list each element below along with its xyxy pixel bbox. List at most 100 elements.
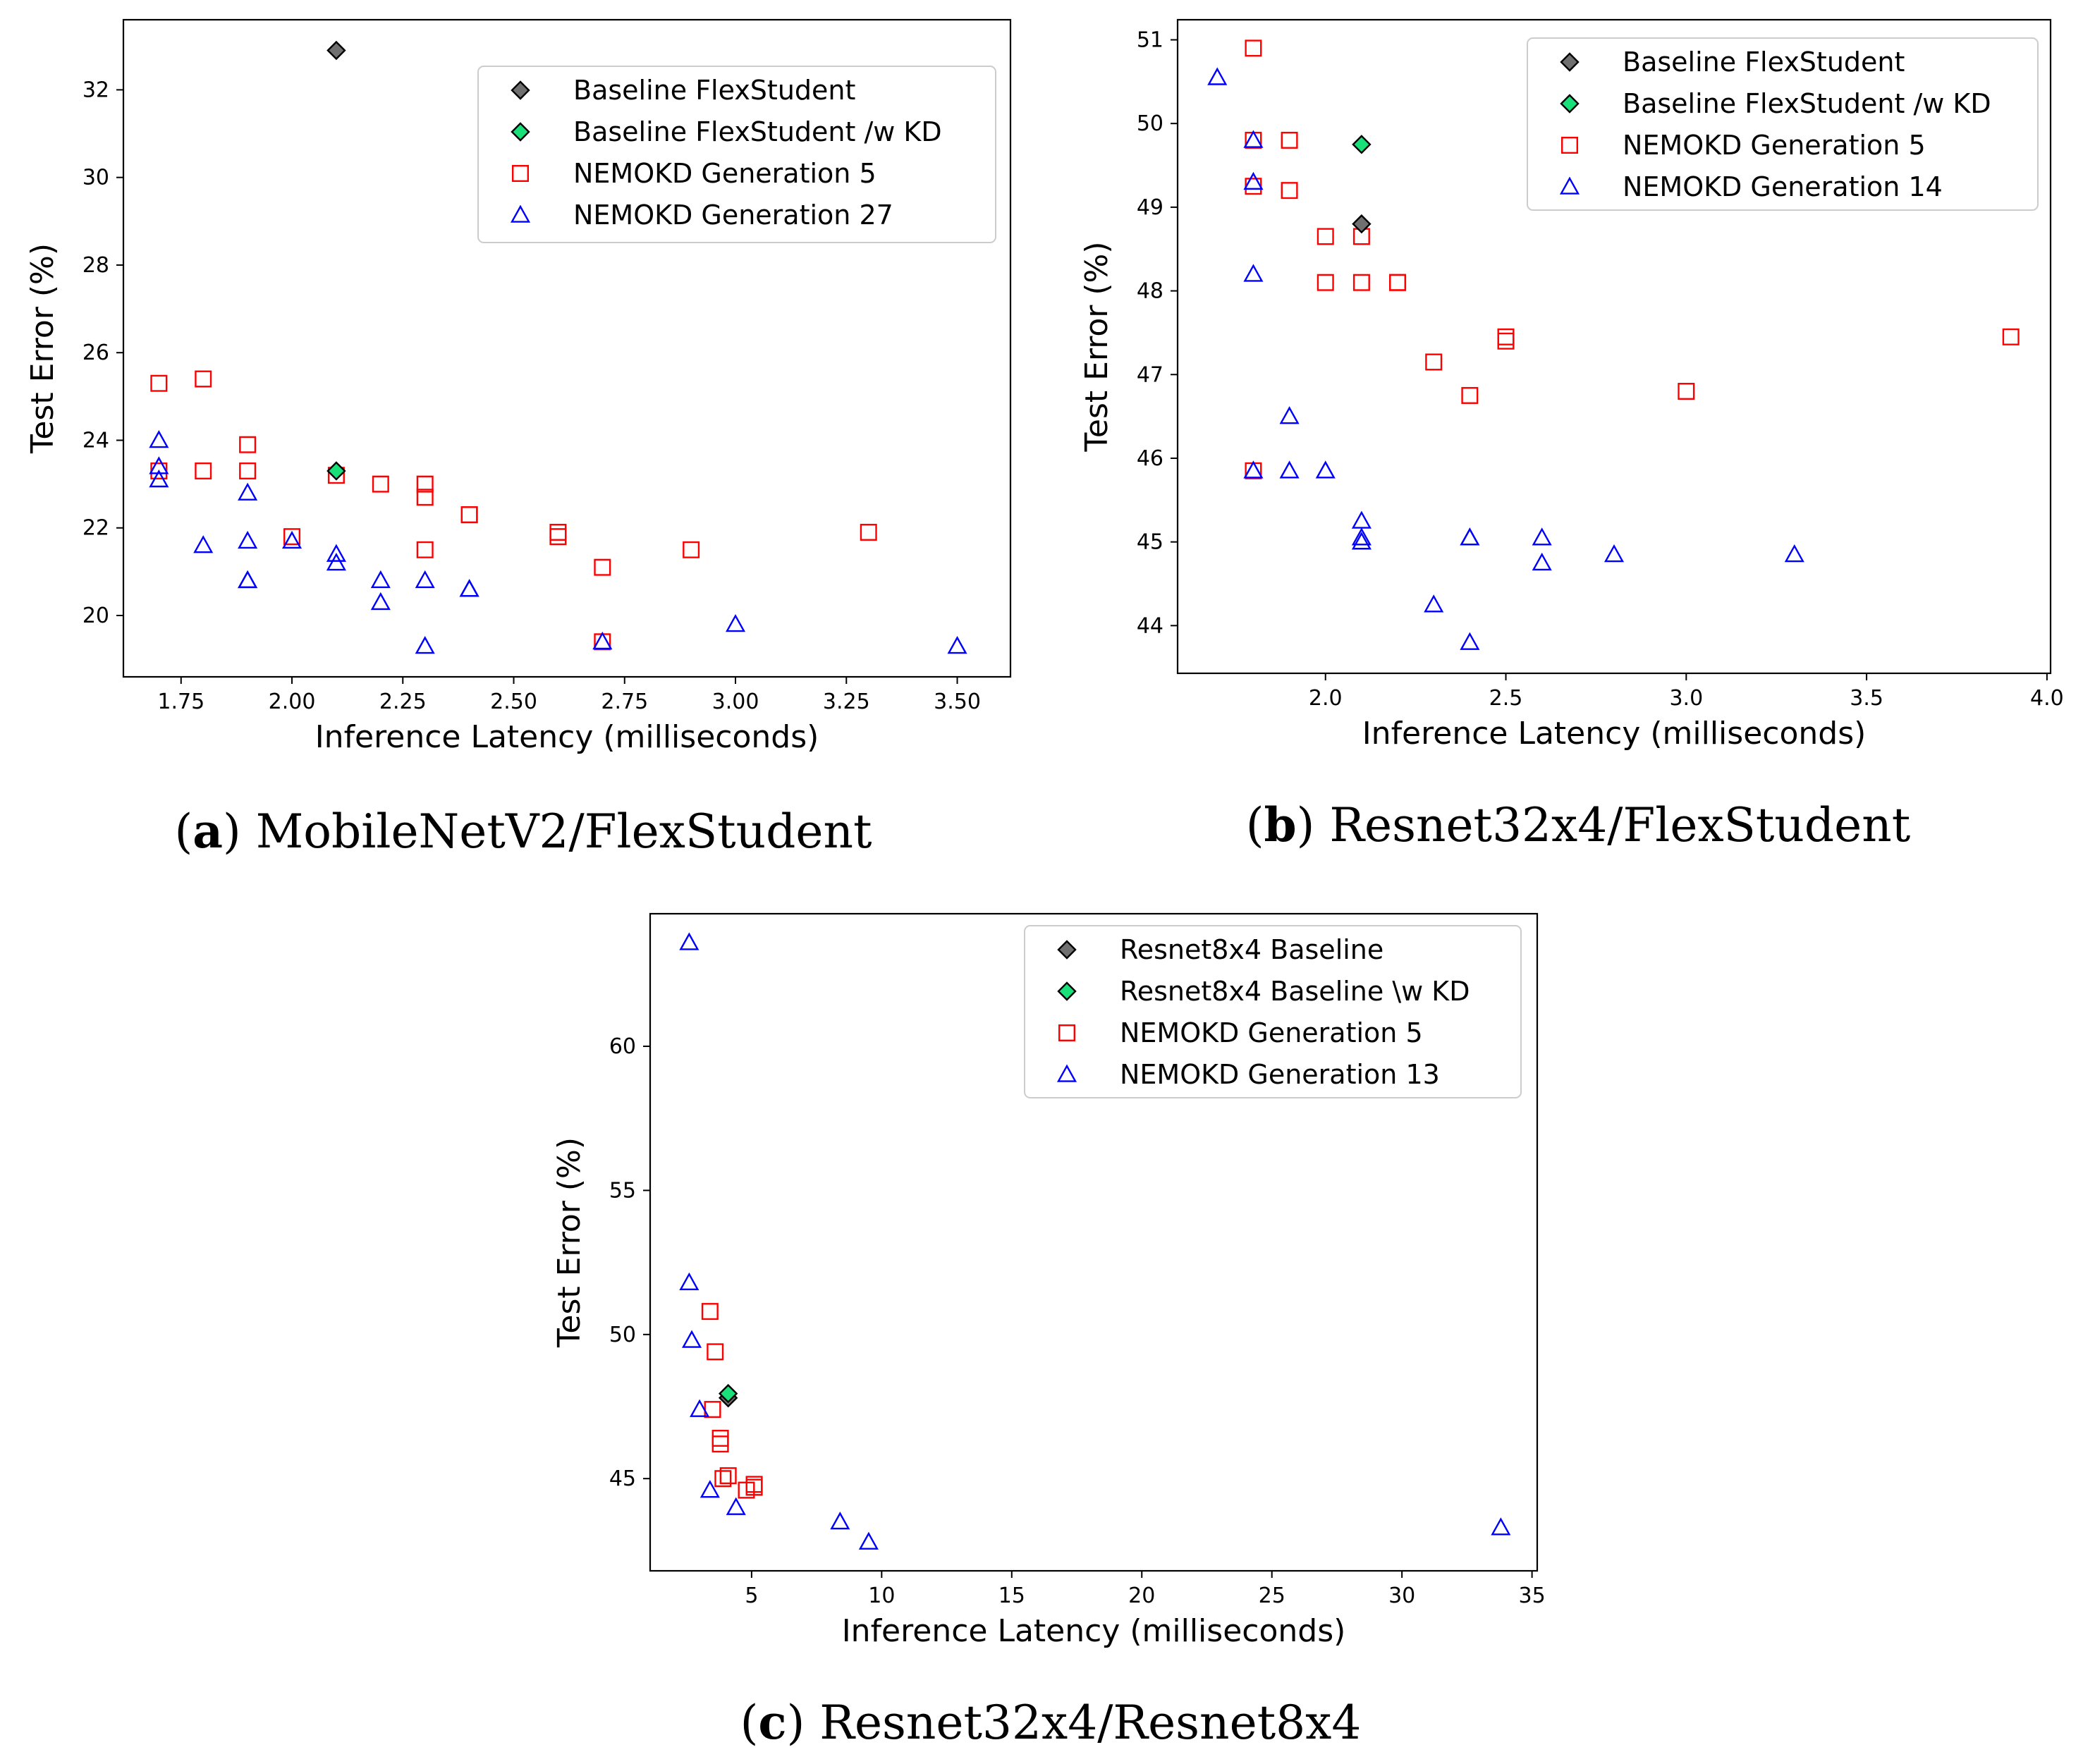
- data-point-square: [714, 1470, 732, 1488]
- axes-frame: [649, 912, 1539, 1572]
- data-point-triangle: [1532, 527, 1552, 546]
- x-tick-label: 3.25: [823, 690, 870, 714]
- data-point-triangle: [1351, 532, 1372, 550]
- data-point-triangle: [370, 570, 391, 589]
- data-point-square: [1281, 182, 1298, 200]
- caption-letter: a: [193, 804, 223, 859]
- legend-entry-label: Baseline FlexStudent /w KD: [573, 116, 942, 147]
- data-point-square: [1389, 274, 1407, 291]
- data-point-triangle: [1491, 1517, 1511, 1536]
- x-tick-label: 2.75: [601, 690, 648, 714]
- caption-letter: c: [758, 1695, 786, 1750]
- data-point-square: [1497, 332, 1515, 350]
- x-tick-label: 2.0: [1309, 686, 1343, 711]
- data-point-triangle: [238, 530, 258, 549]
- data-point-triangle: [1351, 527, 1372, 546]
- data-point-triangle: [592, 631, 613, 650]
- series-triangle-3: [1207, 67, 1804, 650]
- y-tick-label: 32: [83, 78, 109, 102]
- data-point-square: [707, 1343, 724, 1361]
- y-tick-label: 30: [83, 166, 109, 190]
- legend-marker-diamond: [511, 80, 530, 100]
- legend-entry-label: NEMOKD Generation 5: [573, 158, 876, 189]
- data-point-triangle: [326, 552, 346, 571]
- caption-close-paren: ): [787, 1696, 805, 1750]
- legend-marker-diamond: [511, 122, 530, 142]
- data-point-triangle: [1604, 544, 1625, 563]
- data-point-square: [1352, 274, 1370, 291]
- data-point-triangle: [726, 1497, 746, 1515]
- legend-box: [1024, 925, 1522, 1098]
- data-point-square: [701, 1303, 719, 1321]
- caption-text: Resnet32x4/Resnet8x4: [805, 1696, 1361, 1750]
- data-point-triangle: [1784, 544, 1804, 563]
- caption-close-paren: ): [1297, 798, 1315, 852]
- axes-frame: [122, 18, 1012, 678]
- x-tick-label: 3.5: [1850, 686, 1883, 711]
- data-point-square: [283, 528, 301, 546]
- data-point-square: [1317, 228, 1334, 245]
- data-point-square: [683, 541, 700, 558]
- y-tick-label: 55: [609, 1178, 636, 1203]
- data-point-triangle: [830, 1512, 850, 1530]
- y-tick-label: 24: [83, 428, 109, 453]
- x-tick-label: 1.75: [157, 690, 204, 714]
- data-point-square: [460, 506, 478, 524]
- x-tick-label: 35: [1519, 1584, 1546, 1608]
- y-tick-label: 48: [1137, 279, 1163, 304]
- data-point-diamond: [326, 40, 346, 61]
- data-point-triangle: [1532, 552, 1552, 571]
- data-point-diamond: [1352, 214, 1372, 234]
- x-tick-label: 3.0: [1669, 686, 1703, 711]
- data-point-diamond: [326, 461, 346, 481]
- series-triangle-3: [149, 430, 967, 654]
- legend-marker-diamond: [1057, 981, 1077, 1001]
- data-point-triangle: [858, 1531, 879, 1550]
- legend-marker-triangle: [1056, 1064, 1077, 1082]
- legend-entry-label: Resnet8x4 Baseline \w KD: [1120, 976, 1470, 1007]
- legend-entry-label: NEMOKD Generation 13: [1120, 1059, 1440, 1090]
- data-point-triangle: [1243, 460, 1264, 479]
- legend-marker-triangle: [510, 204, 531, 223]
- data-point-square: [1461, 386, 1479, 404]
- data-point-triangle: [281, 530, 303, 549]
- y-tick-label: 28: [83, 253, 109, 278]
- data-point-diamond: [718, 1383, 738, 1404]
- x-tick-label: 4.0: [2030, 686, 2064, 711]
- data-point-triangle: [370, 592, 391, 611]
- data-point-triangle: [415, 570, 435, 589]
- caption-close-paren: ): [223, 804, 241, 859]
- y-tick-label: 45: [1137, 530, 1163, 555]
- series-diamond-0: [326, 40, 346, 61]
- series-diamond-0: [1352, 214, 1372, 234]
- data-point-square: [195, 370, 212, 388]
- panel-b-resnet32x4-flexstudent: 2.0 2.5 3.0 3.5 4.0 44 45 46 47 48 49 50 51 Inference…: [1079, 18, 2064, 852]
- data-point-triangle: [193, 535, 214, 553]
- y-axis-label: Test Error (%): [551, 1137, 587, 1348]
- legend-entry-label: Baseline FlexStudent /w KD: [1623, 88, 1991, 119]
- data-point-triangle: [947, 636, 967, 654]
- legend-marker-diamond: [1560, 52, 1580, 72]
- caption-text: MobileNetV2/FlexStudent: [241, 804, 872, 859]
- panel-a-mobilenetv2-flexstudent: 1.75 2.00 2.25 2.50 2.75 3.00 3.25 3.50 20 22 24 26…: [25, 18, 1012, 859]
- y-axis-label: Test Error (%): [1079, 241, 1115, 452]
- legend-entry-label: Baseline FlexStudent: [1623, 47, 1905, 78]
- x-tick-label: 20: [1128, 1584, 1155, 1608]
- data-point-triangle: [149, 469, 169, 488]
- series-diamond-1: [718, 1383, 738, 1404]
- data-point-triangle: [679, 932, 700, 950]
- x-tick-label: 2.50: [490, 690, 537, 714]
- data-point-triangle: [1424, 594, 1444, 613]
- legend: Resnet8x4 Baseline Resnet8x4 Baseline \w …: [1024, 925, 1522, 1098]
- x-tick-label: 3.00: [712, 690, 759, 714]
- data-point-square: [239, 462, 257, 479]
- legend-marker-triangle: [1559, 176, 1580, 195]
- legend-marker-square: [1058, 1024, 1075, 1041]
- panel-caption: (a) MobileNetV2/FlexStudent: [174, 804, 872, 859]
- data-point-square: [416, 489, 434, 506]
- data-point-triangle: [679, 1272, 700, 1291]
- data-point-square: [2002, 328, 2020, 345]
- data-point-triangle: [1460, 527, 1480, 546]
- caption-open-paren: (: [174, 804, 193, 859]
